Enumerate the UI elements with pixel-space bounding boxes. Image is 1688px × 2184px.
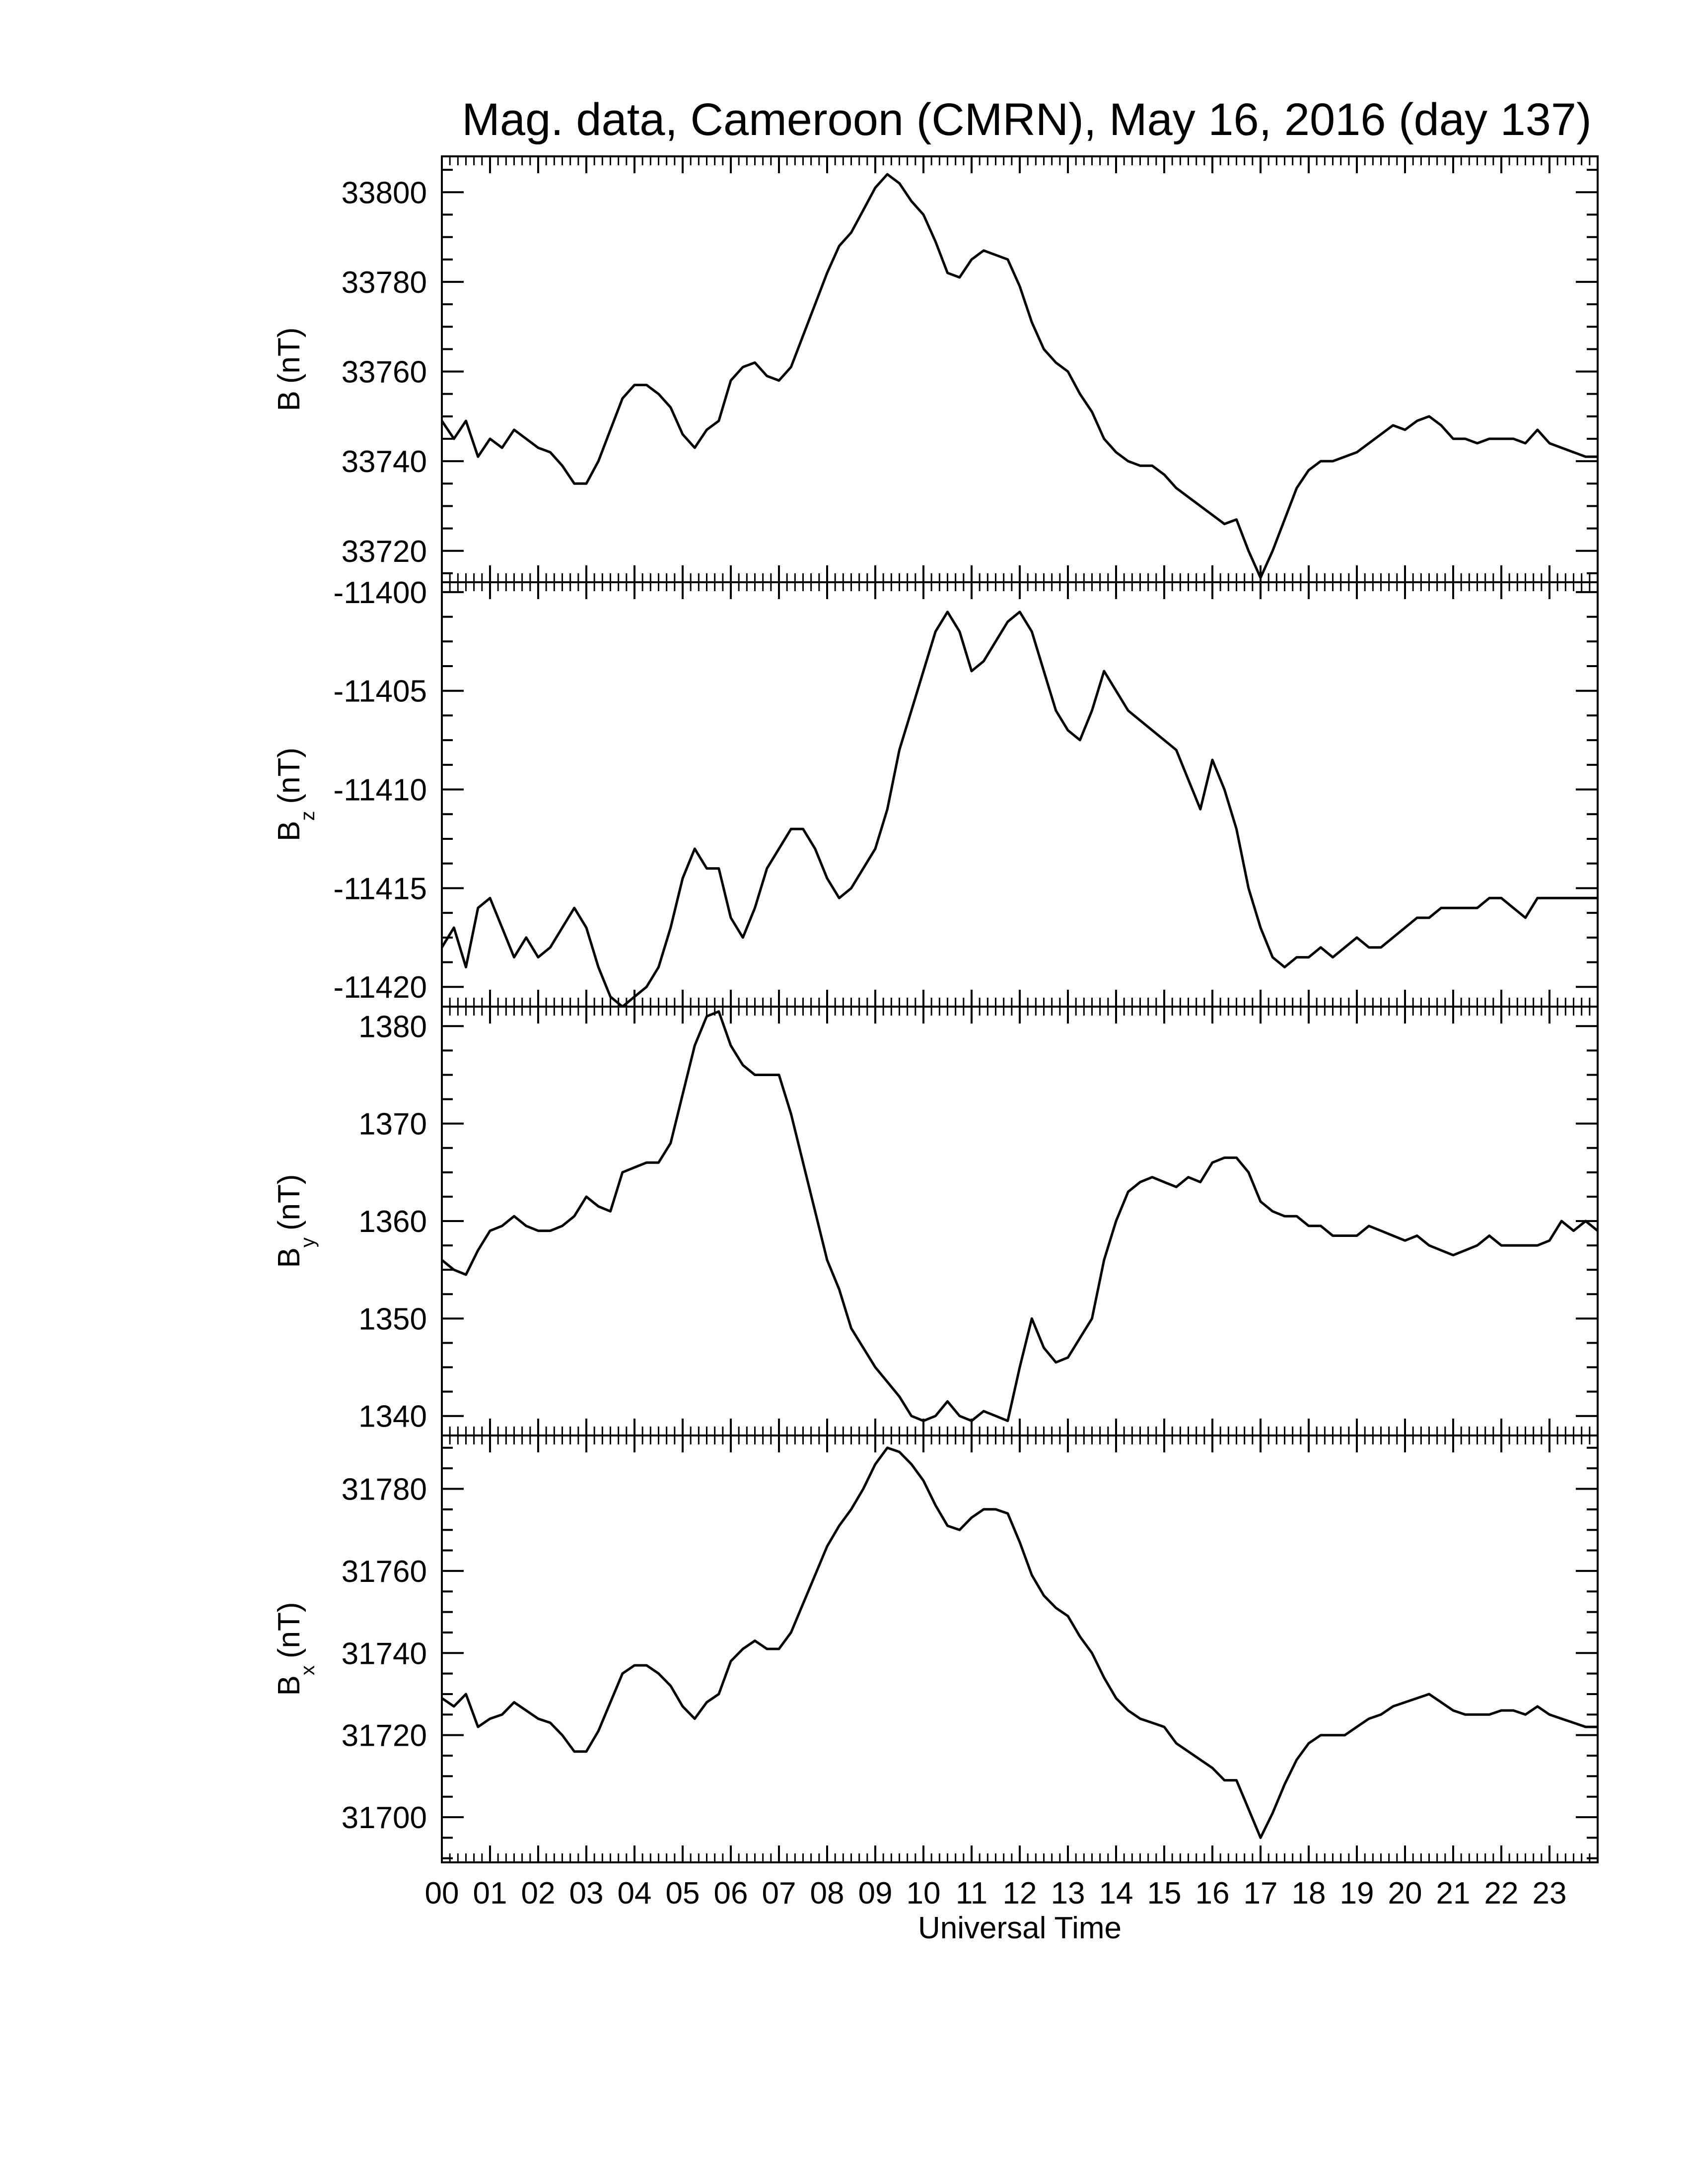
y-tick-label: -11400 (334, 576, 427, 610)
y-axis-label-main: B (272, 391, 306, 411)
y-axis-label-main: B (272, 1247, 306, 1268)
x-tick-label: 00 (425, 1876, 459, 1911)
x-tick-label: 13 (1051, 1876, 1085, 1911)
x-tick-label: 19 (1340, 1876, 1374, 1911)
y-axis-label-subscript: x (297, 1665, 319, 1675)
x-tick-label: 09 (858, 1876, 893, 1911)
y-tick-label: 33740 (342, 445, 427, 479)
x-tick-label: 21 (1436, 1876, 1471, 1911)
y-ticks-B: 33720 33740 33760 33780 33800 (342, 169, 1598, 574)
x-tick-label: 10 (907, 1876, 941, 1911)
x-tick-label: 23 (1533, 1876, 1567, 1911)
series-line-B (442, 173, 1598, 579)
x-tick-label: 15 (1147, 1876, 1182, 1911)
y-ticks-By: 1340 1350 1360 1370 1380 (358, 1010, 1598, 1434)
y-tick-label: 1360 (358, 1205, 427, 1239)
panel-B: 33720 33740 33760 33780 33800 B (nT) (272, 155, 1599, 583)
x-tick-label: 18 (1292, 1876, 1326, 1911)
x-tick-label: 11 (956, 1876, 987, 1911)
y-tick-label: 31760 (342, 1555, 427, 1589)
y-axis-label-subscript: y (297, 1237, 319, 1247)
x-tick-label: 08 (810, 1876, 844, 1911)
x-ticks-Bz (441, 582, 1599, 1007)
chart-title: Mag. data, Cameroon (CMRN), May 16, 2016… (462, 94, 1591, 145)
y-tick-label: 1340 (358, 1400, 427, 1434)
y-tick-label: 33800 (342, 176, 427, 210)
x-tick-label: 14 (1099, 1876, 1133, 1911)
y-axis-label-unit: (nT) (272, 1602, 306, 1658)
y-tick-label: 1350 (358, 1302, 427, 1336)
y-axis-label-B: B (nT) (272, 327, 306, 411)
y-tick-label: 31740 (342, 1637, 427, 1671)
y-tick-label: 31780 (342, 1473, 427, 1507)
y-axis-label-main: B (272, 1675, 306, 1696)
y-tick-label: -11410 (334, 773, 427, 808)
x-tick-label: 12 (1003, 1876, 1037, 1911)
y-axis-label-unit: (nT) (272, 327, 306, 384)
x-tick-label: 06 (714, 1876, 748, 1911)
x-tick-label: 07 (762, 1876, 796, 1911)
x-tick-label: 22 (1484, 1876, 1519, 1911)
x-tick-label: 17 (1244, 1876, 1278, 1911)
x-tick-label: 03 (569, 1876, 604, 1911)
y-tick-label: -11420 (334, 970, 427, 1005)
y-axis-label-Bx: Bx (nT) (272, 1602, 319, 1696)
x-ticks-B (441, 156, 1599, 582)
y-tick-label: 33780 (342, 266, 427, 300)
x-axis-label: Universal Time (918, 1911, 1122, 1945)
x-tick-label: 20 (1388, 1876, 1422, 1911)
x-ticks-Bx (441, 1435, 1599, 1862)
y-tick-label: -11405 (334, 675, 427, 709)
x-tick-label: 04 (618, 1876, 652, 1911)
y-ticks-Bz: -11420 -11415 -11410 -11405 -11400 (334, 576, 1598, 1005)
panel-By: 1340 1350 1360 1370 1380 By (nT) (272, 1006, 1599, 1436)
chart-panels: 3372033740337603378033800B(nT)-11420-114… (272, 155, 1599, 1863)
x-tick-label: 01 (473, 1876, 507, 1911)
y-axis-label-subscript: z (297, 811, 319, 821)
y-tick-label: 31700 (342, 1801, 427, 1835)
y-axis-label-By: By (nT) (272, 1174, 319, 1268)
x-ticks-By (441, 1007, 1599, 1435)
y-axis-label-unit: (nT) (272, 1174, 306, 1230)
y-axis-label-unit: (nT) (272, 748, 306, 804)
x-tick-label: 05 (666, 1876, 700, 1911)
x-tick-labels: 00 01 02 03 04 05 06 07 08 09 10 11 12 13 14 15 16 17 18 19… (425, 1876, 1567, 1911)
panel-Bx: 31700 31720 31740 31760 31780 Bx (nT) (272, 1434, 1599, 1863)
series-line-By (442, 1010, 1598, 1422)
y-tick-label: 33720 (342, 535, 427, 569)
y-ticks-Bx: 31700 31720 31740 31760 31780 (342, 1446, 1598, 1859)
y-tick-label: -11415 (334, 872, 427, 906)
y-axis-label-main: B (272, 821, 306, 841)
y-tick-label: 33760 (342, 355, 427, 390)
y-axis-label-Bz: Bz (nT) (272, 748, 319, 841)
x-tick-label: 02 (521, 1876, 556, 1911)
y-tick-label: 1370 (358, 1107, 427, 1142)
x-tick-label: 16 (1196, 1876, 1230, 1911)
y-tick-label: 31720 (342, 1719, 427, 1753)
y-tick-label: 1380 (358, 1010, 427, 1044)
series-line-Bx (442, 1446, 1598, 1839)
